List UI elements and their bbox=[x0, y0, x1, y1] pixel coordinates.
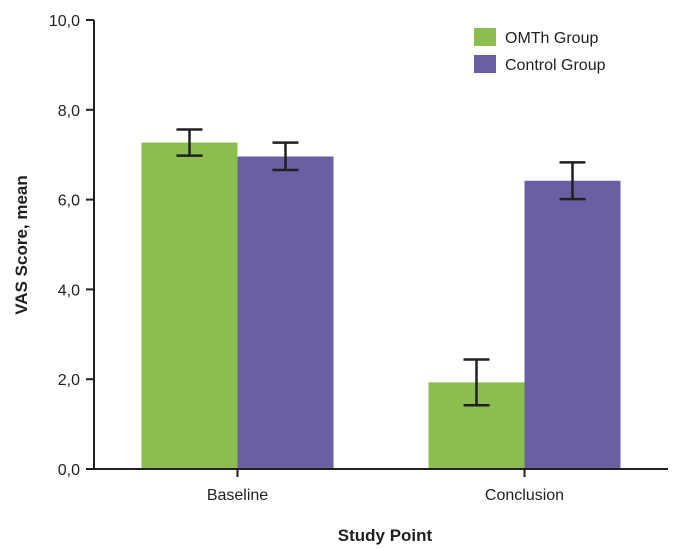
y-tick-label: 8,0 bbox=[58, 103, 80, 120]
legend-swatch bbox=[474, 55, 496, 73]
bar bbox=[141, 142, 238, 469]
error-bars-layer bbox=[176, 128, 586, 407]
bar bbox=[524, 180, 621, 469]
error-bar bbox=[559, 161, 586, 201]
bar bbox=[237, 156, 334, 469]
error-bar bbox=[272, 141, 299, 172]
y-tick-label: 4,0 bbox=[58, 282, 80, 299]
x-axis-title: Study Point bbox=[338, 526, 433, 545]
x-tick-label: Conclusion bbox=[485, 487, 564, 504]
y-tick-label: 10,0 bbox=[49, 13, 80, 30]
y-axis-title: VAS Score, mean bbox=[12, 175, 31, 315]
error-bar bbox=[176, 128, 203, 157]
legend-swatch bbox=[474, 28, 496, 46]
x-ticks: Baseline Conclusion bbox=[207, 469, 564, 504]
legend-label: Control Group bbox=[505, 57, 606, 74]
legend: OMTh Group Control Group bbox=[474, 28, 606, 74]
y-tick-label: 6,0 bbox=[58, 193, 80, 210]
legend-label: OMTh Group bbox=[505, 30, 598, 47]
y-tick-label: 0,0 bbox=[58, 462, 80, 479]
x-tick-label: Baseline bbox=[207, 487, 268, 504]
bars-layer bbox=[141, 142, 621, 469]
error-bar bbox=[463, 358, 490, 407]
y-tick-label: 2,0 bbox=[58, 372, 80, 389]
y-ticks: 0,0 2,0 4,0 6,0 8,0 10,0 bbox=[49, 13, 94, 479]
